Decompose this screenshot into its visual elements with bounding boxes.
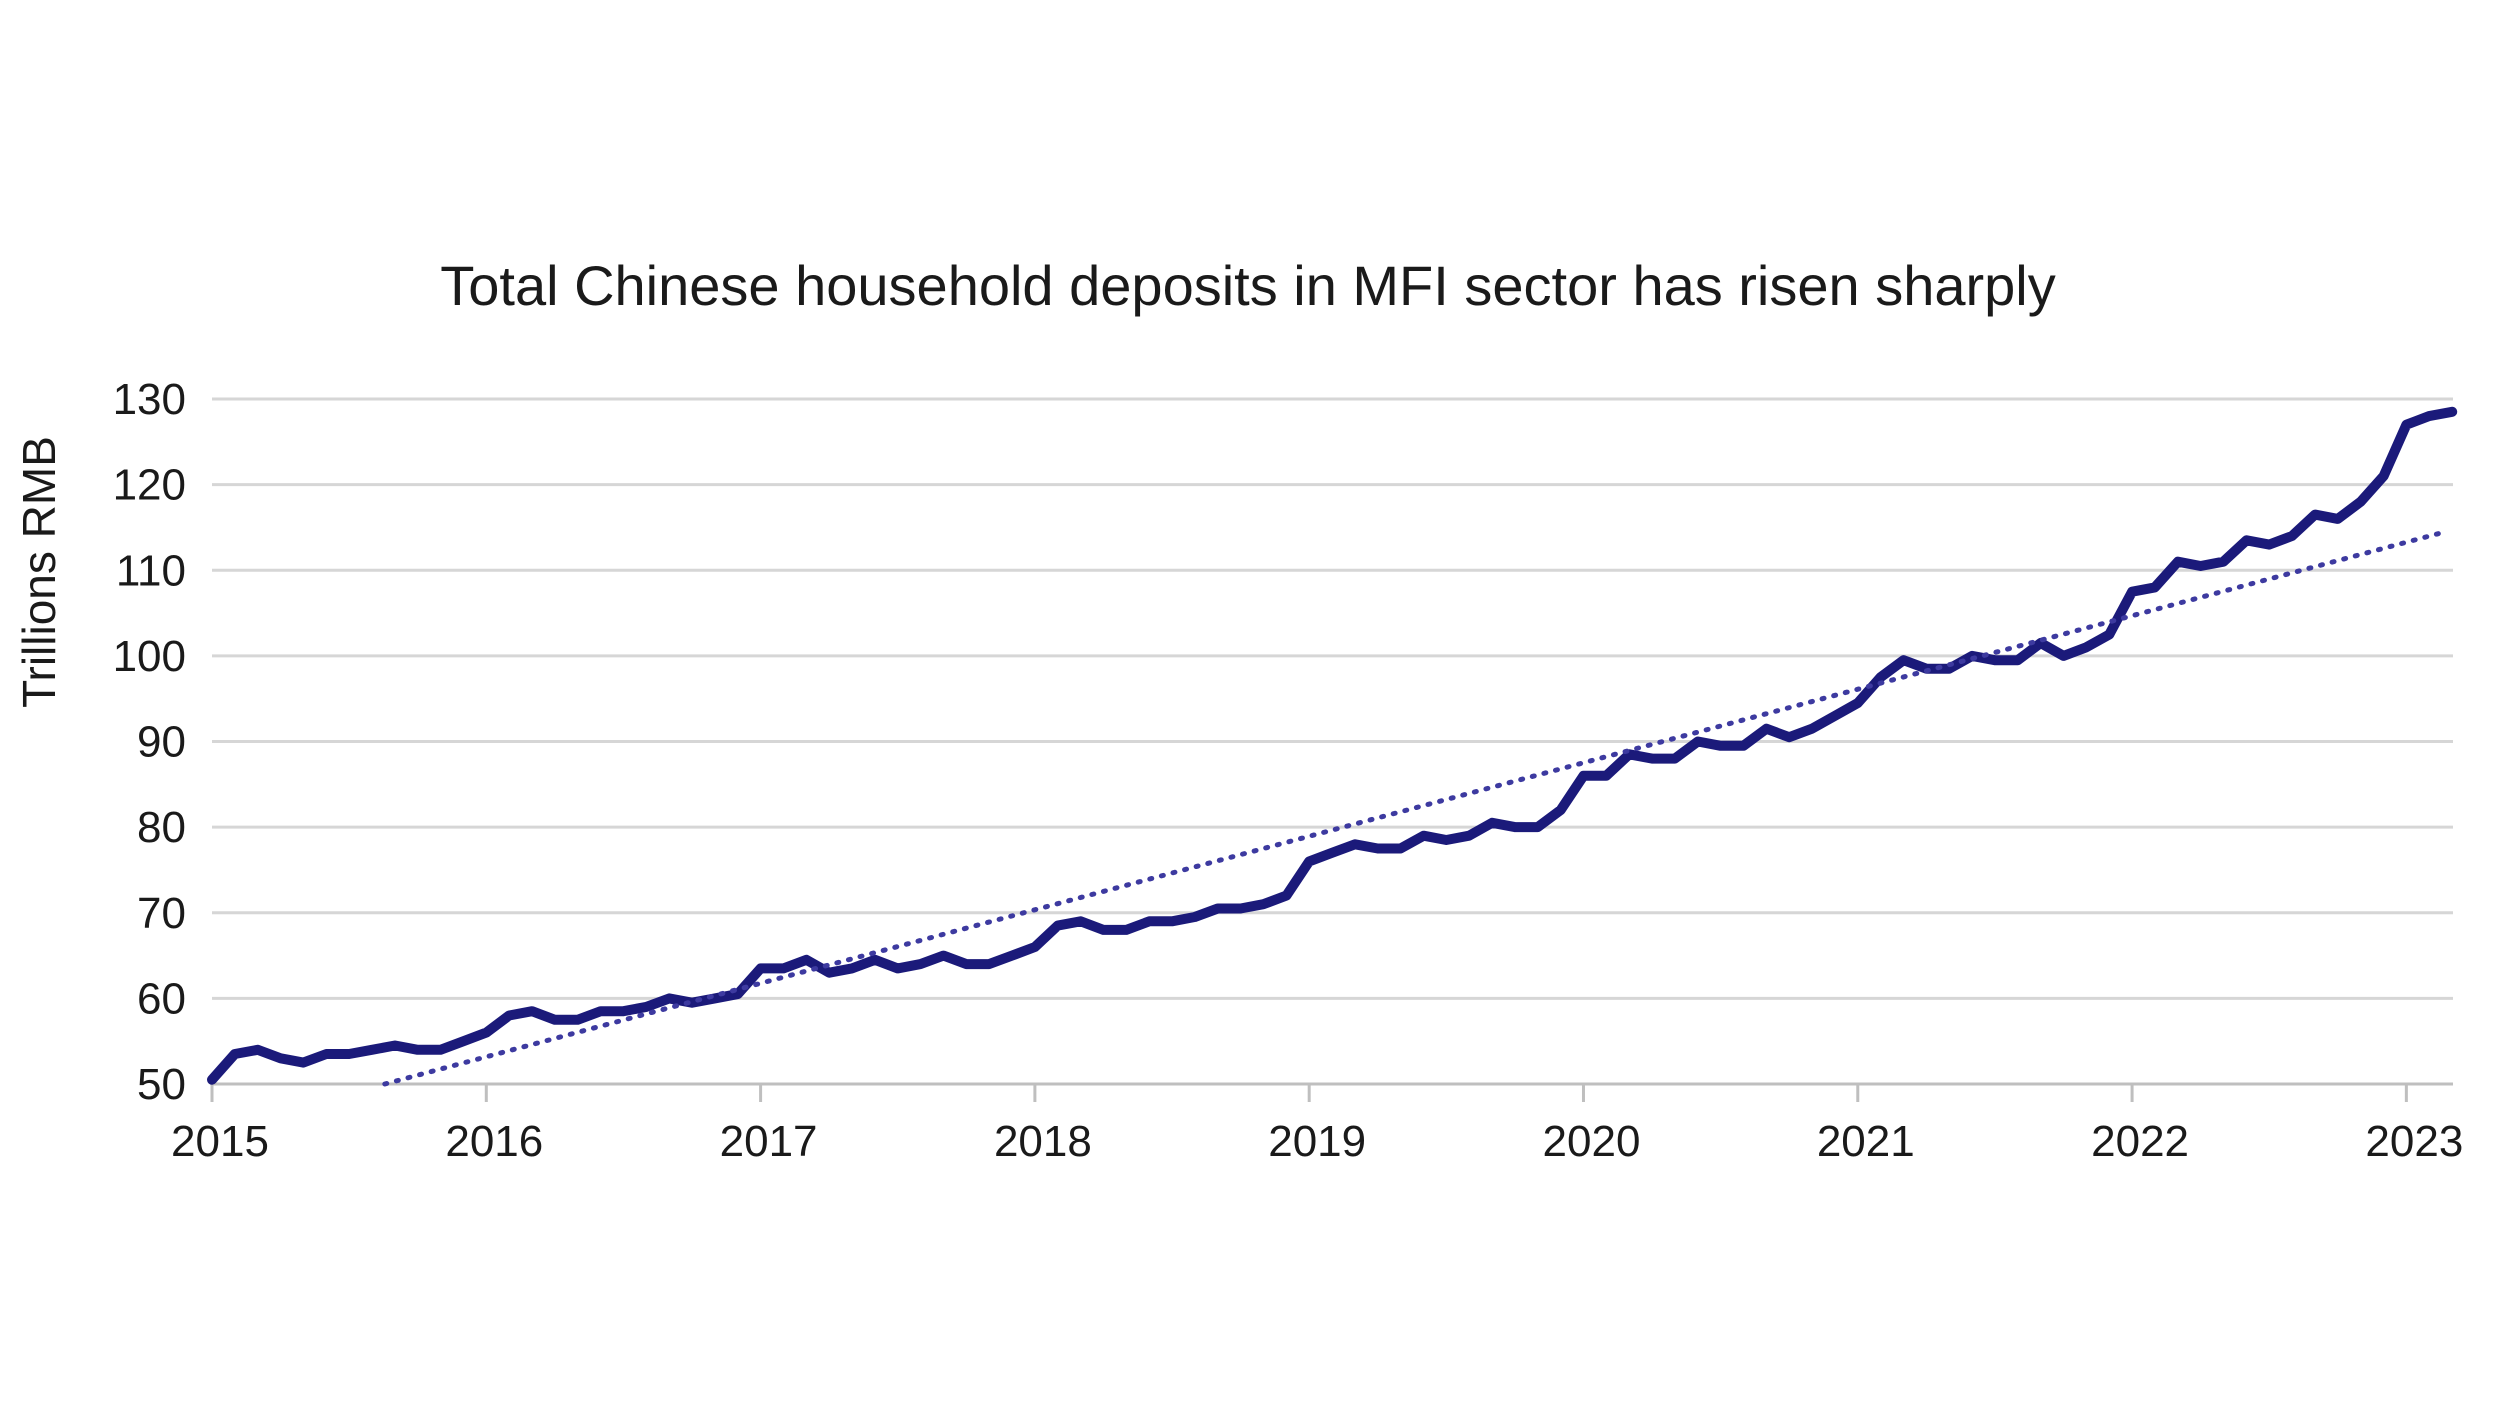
y-tick-labels: 50 60 70 80 90 100 110 120 130: [113, 375, 186, 1109]
y-tick-label: 90: [137, 718, 186, 767]
series: [207, 406, 2458, 1087]
x-tick-label: 2019: [1268, 1117, 1366, 1166]
y-tick-label: 130: [113, 375, 186, 424]
x-tick-label: 2023: [2365, 1117, 2463, 1166]
x-tick-labels: 2015 2016 2017 2018 2019 2020 2021 2022 2023: [171, 1084, 2463, 1166]
y-tick-label: 50: [137, 1060, 186, 1109]
x-tick-label: 2015: [171, 1117, 269, 1166]
gridlines: [212, 397, 2453, 1086]
y-tick-label: 120: [113, 461, 186, 510]
y-tick-label: 110: [116, 546, 186, 595]
y-tick-label: 60: [137, 974, 186, 1023]
x-tick-label: 2016: [445, 1117, 543, 1166]
chart-title: Total Chinese household deposits in MFI …: [440, 254, 2056, 317]
x-tick-label: 2022: [2091, 1117, 2189, 1166]
x-tick-label: 2018: [994, 1117, 1092, 1166]
y-tick-label: 100: [113, 632, 186, 681]
x-tick-label: 2020: [1543, 1117, 1641, 1166]
y-tick-label: 80: [137, 803, 186, 852]
y-axis-label: Trillions RMB: [13, 436, 65, 708]
y-tick-label: 70: [137, 889, 186, 938]
x-tick-label: 2017: [720, 1117, 818, 1166]
deposits-line: [207, 406, 2458, 1085]
x-tick-label: 2021: [1817, 1117, 1915, 1166]
